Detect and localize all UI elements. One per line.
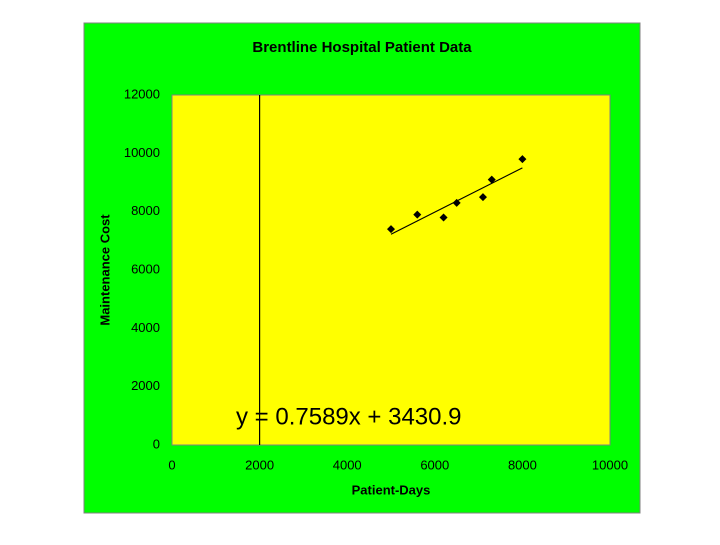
y-tick-label: 12000 [124, 86, 160, 101]
data-point [452, 198, 461, 207]
x-tick-label: 2000 [245, 457, 274, 472]
x-tick-label: 0 [168, 457, 175, 472]
x-axis-label: Patient-Days [352, 482, 431, 497]
data-point [518, 155, 527, 164]
y-tick-label: 8000 [131, 203, 160, 218]
trendline-equation: y = 0.7589x + 3430.9 [236, 403, 462, 430]
plot-area [171, 94, 611, 446]
y-tick-label: 0 [153, 436, 160, 451]
y-tick-label: 4000 [131, 320, 160, 335]
x-tick-label: 4000 [333, 457, 362, 472]
data-point [478, 193, 487, 202]
data-point [439, 213, 448, 222]
y-tick-label: 6000 [131, 261, 160, 276]
y-axis-label: Maintenance Cost [97, 214, 112, 326]
data-point [413, 210, 422, 219]
data-point [487, 175, 496, 184]
y-tick-label: 10000 [124, 145, 160, 160]
data-point [387, 225, 395, 234]
trendline [390, 167, 523, 235]
y-tick-label: 2000 [131, 378, 160, 393]
x-tick-label: 8000 [508, 457, 537, 472]
x-tick-label: 10000 [592, 457, 628, 472]
x-tick-label: 6000 [420, 457, 449, 472]
chart-title: Brentline Hospital Patient Data [252, 39, 472, 56]
